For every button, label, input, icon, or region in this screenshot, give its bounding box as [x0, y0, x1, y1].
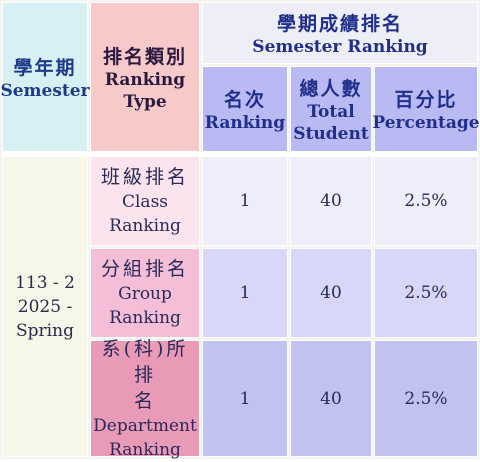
department-ranking-zh-1: 系(科)所排: [101, 337, 189, 386]
class-rank-text: 1: [239, 191, 251, 211]
semester-cell: 113 - 2 2025 - Spring: [2, 156, 88, 457]
semester-ranking-header-zh: 學期成績排名: [276, 12, 403, 35]
class-rank-value: 1: [202, 156, 288, 246]
group-rank-text: 1: [239, 283, 251, 303]
class-pct-value: 2.5%: [374, 156, 478, 246]
rank-header: 名次 Ranking: [202, 66, 288, 152]
semester-ranking-header: 學期成績排名 Semester Ranking: [202, 2, 478, 64]
rank-header-en: Ranking: [204, 112, 286, 133]
department-ranking-en-2: Ranking: [109, 439, 181, 460]
rank-header-zh: 名次: [223, 88, 266, 111]
ranking-type-header-en-2: Type: [123, 91, 167, 112]
department-pct-text: 2.5%: [404, 388, 448, 409]
group-total-text: 40: [320, 283, 342, 303]
department-rank-value: 1: [202, 340, 288, 457]
semester-line-2: 2025 -: [17, 296, 73, 317]
total-header-zh: 總人數: [299, 77, 363, 100]
department-ranking-type: 系(科)所排 名 Department Ranking: [90, 338, 200, 460]
ranking-type-header-zh: 排名類別: [102, 45, 187, 68]
percentage-header: 百分比 Percentage: [372, 66, 480, 152]
department-rank-text: 1: [239, 388, 251, 409]
total-header-en-1: Total: [307, 101, 355, 122]
department-ranking-en-1: Department: [93, 415, 197, 436]
pct-header-zh: 百分比: [394, 88, 458, 111]
semester-ranking-header-en: Semester Ranking: [252, 36, 428, 57]
group-ranking-en-2: Ranking: [109, 308, 181, 328]
group-rank-value: 1: [202, 248, 288, 338]
total-student-header: 總人數 Total Student: [290, 66, 372, 152]
semester-line-1: 113 - 2: [15, 272, 75, 293]
header-divider: [2, 152, 478, 156]
semester-header-en: Semester: [0, 80, 90, 101]
group-ranking-en-1: Group: [118, 284, 172, 304]
department-pct-value: 2.5%: [374, 340, 478, 457]
pct-header-en: Percentage: [372, 112, 480, 133]
class-ranking-en-1: Class: [121, 192, 169, 212]
group-total-value: 40: [290, 248, 372, 338]
class-pct-text: 2.5%: [404, 191, 448, 211]
group-pct-text: 2.5%: [404, 283, 448, 303]
department-total-value: 40: [290, 340, 372, 457]
group-ranking-zh: 分組排名: [100, 258, 189, 280]
total-header-en-2: Student: [293, 123, 369, 144]
semester-header-zh: 學年期: [13, 56, 77, 79]
ranking-type-header: 排名類別 Ranking Type: [90, 2, 200, 152]
group-ranking-type: 分組排名 Group Ranking: [90, 248, 200, 338]
ranking-type-header-en-1: Ranking: [104, 69, 186, 90]
group-pct-value: 2.5%: [374, 248, 478, 338]
department-ranking-zh-2: 名: [133, 389, 156, 412]
semester-line-3: Spring: [16, 320, 74, 341]
class-total-value: 40: [290, 156, 372, 246]
department-total-text: 40: [320, 388, 342, 409]
class-ranking-type: 班級排名 Class Ranking: [90, 156, 200, 246]
class-ranking-en-2: Ranking: [109, 216, 181, 236]
semester-header: 學年期 Semester: [0, 2, 90, 152]
class-total-text: 40: [320, 191, 342, 211]
class-ranking-zh: 班級排名: [100, 166, 189, 188]
